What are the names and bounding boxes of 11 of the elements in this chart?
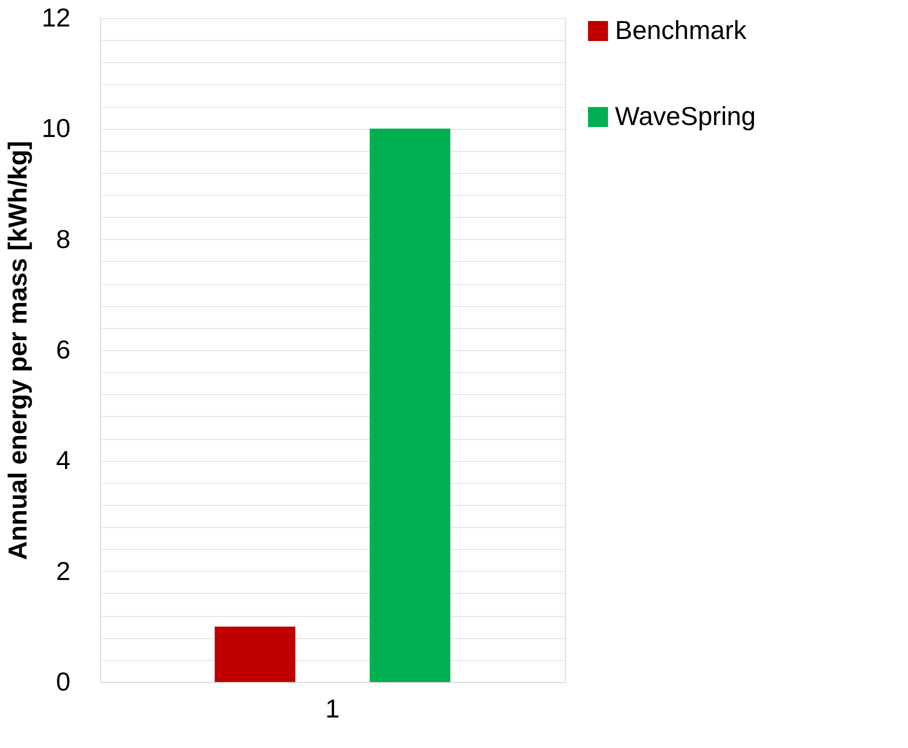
legend-label: WaveSpring [615,101,756,131]
x-tick-label: 1 [325,694,340,724]
y-tick-label: 12 [42,2,70,32]
y-tick-label: 8 [56,224,70,254]
legend-label: Benchmark [615,15,748,45]
y-tick-label: 10 [42,113,70,144]
y-tick-label: 2 [56,556,70,586]
y-tick-label: 4 [56,445,70,476]
y-axis-title: Annual energy per mass [kWh/kg] [2,141,33,560]
y-tick-label: 0 [56,666,70,696]
y-tick-label: 6 [56,334,70,364]
